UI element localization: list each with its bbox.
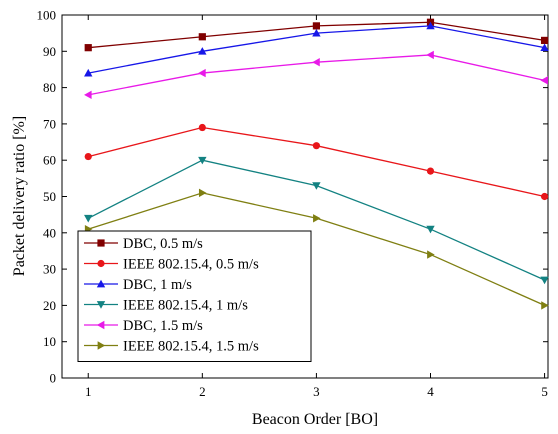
data-point	[426, 50, 434, 60]
legend-swatch-marker	[97, 239, 105, 247]
legend-swatch-marker	[96, 279, 106, 288]
data-point	[84, 152, 92, 161]
data-point	[540, 276, 549, 285]
x-axis-label: Beacon Order [BO]	[252, 411, 378, 428]
series-layer	[84, 18, 549, 310]
data-point	[540, 43, 549, 52]
legend-item: IEEE 802.15.4, 1 m/s	[84, 298, 248, 314]
series-3	[84, 21, 549, 77]
y-tick-label: 0	[50, 371, 57, 386]
data-point	[541, 301, 549, 310]
data-point	[540, 192, 549, 201]
legend-item: IEEE 802.15.4, 0.5 m/s	[84, 257, 259, 273]
y-tick-label: 90	[43, 44, 56, 59]
y-tick-label: 80	[43, 80, 56, 95]
legend-swatch-marker	[97, 259, 105, 268]
y-tick-label: 60	[43, 153, 56, 168]
legend-swatch-marker	[96, 320, 105, 330]
data-point	[426, 167, 435, 175]
legend-label: IEEE 802.15.4, 0.5 m/s	[123, 257, 259, 273]
data-point	[84, 44, 92, 52]
legend-label: IEEE 802.15.4, 1.5 m/s	[123, 339, 259, 355]
legend-label: IEEE 802.15.4, 1 m/s	[123, 298, 248, 314]
legend-label: DBC, 1 m/s	[123, 277, 192, 293]
legend-box	[77, 230, 312, 362]
y-tick-label: 100	[37, 8, 57, 23]
data-point	[313, 214, 321, 223]
data-point	[198, 188, 207, 198]
data-point	[426, 225, 435, 234]
data-point	[84, 90, 92, 100]
y-tick-label: 70	[43, 116, 56, 131]
y-tick-label: 40	[43, 225, 56, 240]
data-point	[312, 57, 320, 67]
y-tick-label: 50	[43, 189, 56, 204]
y-axis-label: Packet delivery ratio [%]	[11, 116, 28, 276]
y-tick-label: 30	[43, 262, 56, 277]
legend-item: DBC, 1.5 m/s	[84, 318, 203, 334]
data-point	[312, 22, 321, 30]
legend-label: DBC, 1.5 m/s	[123, 318, 203, 334]
y-tick-label: 20	[43, 298, 56, 313]
series-5	[84, 50, 548, 100]
legend-swatch-marker	[96, 301, 106, 309]
data-point	[427, 250, 435, 259]
data-point	[426, 21, 435, 30]
x-tick-label: 2	[199, 384, 206, 399]
data-point	[198, 123, 206, 132]
data-point	[198, 156, 207, 165]
data-point	[312, 182, 321, 190]
data-point	[540, 76, 548, 85]
data-point	[84, 68, 93, 77]
legend-item: DBC, 0.5 m/s	[84, 236, 203, 252]
series-4	[84, 156, 549, 285]
x-tick-label: 1	[85, 384, 92, 399]
legend: DBC, 0.5 m/s IEEE 802.15.4, 0.5 m/s DBC, 1…	[77, 230, 312, 362]
data-point	[312, 28, 321, 37]
x-tick-label: 5	[541, 384, 548, 399]
legend-item: DBC, 1 m/s	[84, 277, 192, 293]
axis-ticks: 0 10 20 30 40 50 60 70 80 90 100 1 2 3 4 5	[37, 8, 548, 399]
data-point	[198, 33, 206, 41]
x-tick-label: 3	[313, 384, 320, 399]
legend-label: DBC, 0.5 m/s	[123, 236, 203, 252]
x-tick-label: 4	[427, 384, 434, 399]
data-point	[198, 68, 206, 78]
data-point	[540, 36, 549, 45]
series-2	[84, 123, 549, 201]
data-point	[312, 142, 321, 150]
legend-swatch-marker	[97, 341, 106, 350]
legend-item: IEEE 802.15.4, 1.5 m/s	[84, 339, 259, 355]
y-tick-label: 10	[43, 334, 56, 349]
data-point	[198, 47, 207, 55]
data-point	[84, 214, 93, 223]
